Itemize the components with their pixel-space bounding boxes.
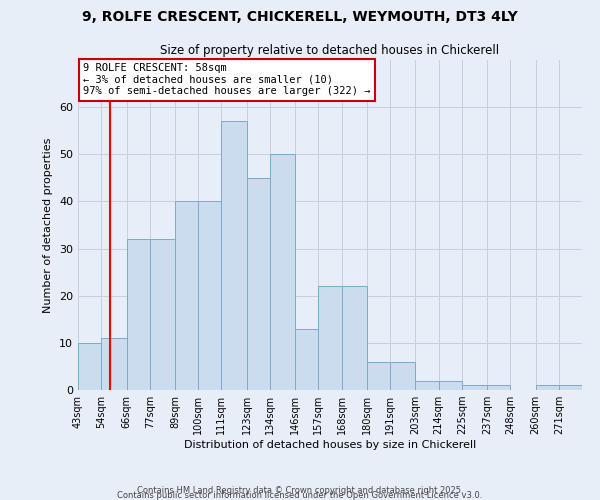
Text: Contains public sector information licensed under the Open Government Licence v3: Contains public sector information licen… [118, 491, 482, 500]
Bar [415, 380, 439, 390]
Bar [127, 239, 149, 390]
Bar [487, 386, 511, 390]
Bar [390, 362, 415, 390]
X-axis label: Distribution of detached houses by size in Chickerell: Distribution of detached houses by size … [184, 440, 476, 450]
Bar [439, 380, 462, 390]
Text: Contains HM Land Registry data © Crown copyright and database right 2025.: Contains HM Land Registry data © Crown c… [137, 486, 463, 495]
Bar [367, 362, 390, 390]
Text: 9 ROLFE CRESCENT: 58sqm
← 3% of detached houses are smaller (10)
97% of semi-det: 9 ROLFE CRESCENT: 58sqm ← 3% of detached… [83, 64, 371, 96]
Bar [270, 154, 295, 390]
Bar [149, 239, 175, 390]
Bar [221, 122, 247, 390]
Bar [319, 286, 341, 390]
Bar [462, 386, 487, 390]
Y-axis label: Number of detached properties: Number of detached properties [43, 138, 53, 312]
Bar [341, 286, 367, 390]
Text: 9, ROLFE CRESCENT, CHICKERELL, WEYMOUTH, DT3 4LY: 9, ROLFE CRESCENT, CHICKERELL, WEYMOUTH,… [82, 10, 518, 24]
Bar [559, 386, 582, 390]
Title: Size of property relative to detached houses in Chickerell: Size of property relative to detached ho… [160, 44, 500, 58]
Bar [295, 328, 319, 390]
Bar [198, 202, 221, 390]
Bar [247, 178, 270, 390]
Bar [78, 343, 101, 390]
Bar [536, 386, 559, 390]
Bar [101, 338, 127, 390]
Bar [175, 202, 198, 390]
